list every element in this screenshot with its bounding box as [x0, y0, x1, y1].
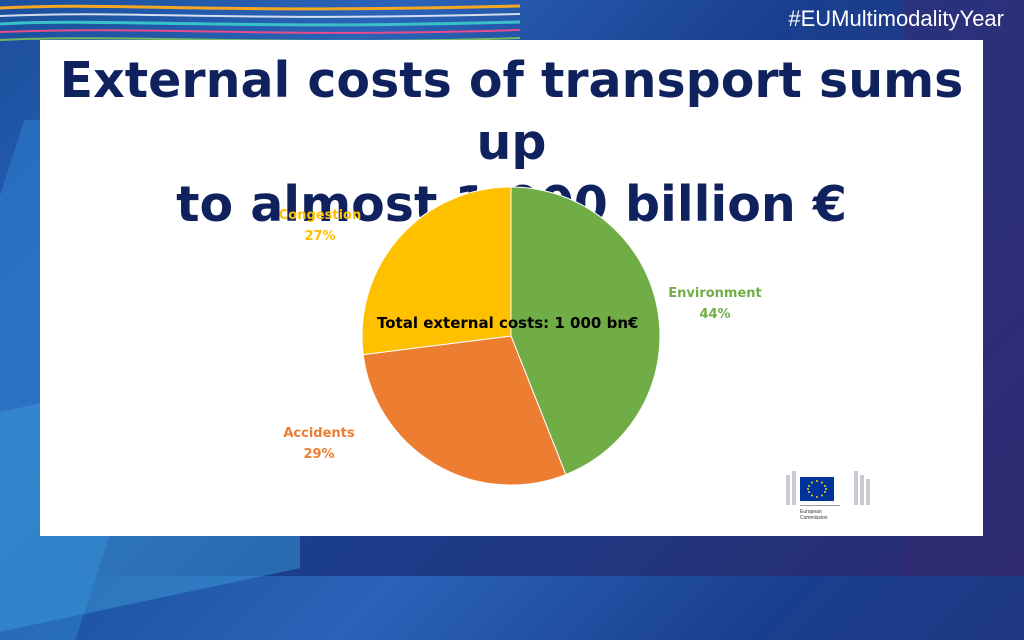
slice-label-percent: 27%: [304, 229, 335, 244]
decorative-stripes: [0, 4, 520, 42]
slice-label-name: Congestion: [279, 208, 361, 223]
title-line-1: External costs of transport sums up: [59, 52, 964, 171]
slice-label-percent: 29%: [303, 447, 334, 462]
pie-slice-accidents: [362, 335, 567, 486]
slice-label-name: Accidents: [283, 426, 355, 441]
pie-chart: Environment 44% Accidents 29% Congestion 27% T…: [279, 186, 762, 486]
pie-center-label: Total external costs: 1 000 bn€: [377, 314, 638, 332]
logo-text-line-1: European: [800, 509, 822, 515]
european-commission-logo: European Commission: [786, 471, 870, 521]
pie-slice-environment: [510, 186, 661, 476]
slide-title: External costs of transport sums up to a…: [40, 50, 983, 236]
pie-slice-congestion: [361, 186, 512, 356]
logo-text-line-2: Commission: [800, 515, 828, 521]
hashtag-label: #EUMultimodalityYear: [788, 6, 1004, 31]
slide-panel: External costs of transport sums up to a…: [40, 40, 983, 536]
slice-label-percent: 44%: [699, 307, 730, 322]
slice-label-name: Environment: [668, 286, 762, 301]
